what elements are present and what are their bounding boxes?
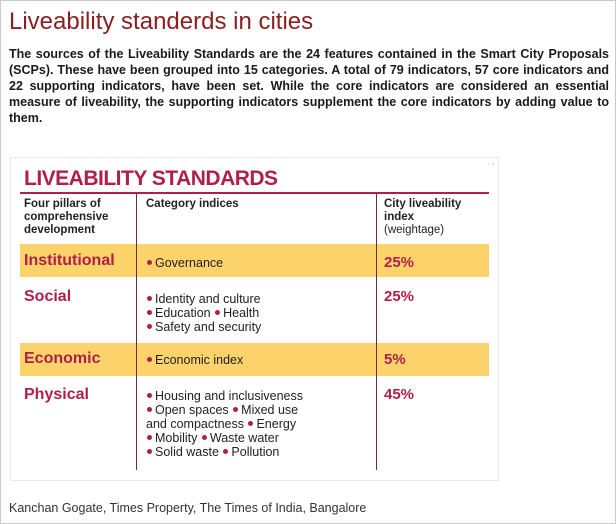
category-item: Safety and security — [155, 320, 262, 334]
category-item: Open spaces — [155, 403, 229, 417]
category-item: Pollution — [231, 445, 280, 459]
header-pillars-line3: development — [24, 224, 95, 236]
figure-title: LIVEABILITY STANDARDS — [24, 167, 278, 190]
liveability-standards-figure: · LIVEABILITY STANDARDS Four pillars of … — [10, 157, 499, 481]
header-weightage: City liveability index (weightage) — [384, 198, 461, 237]
bullet-dot — [248, 421, 254, 427]
item-line: Housing and inclusiveness — [146, 389, 303, 403]
band-institutional — [20, 244, 489, 277]
category-item: and compactness — [146, 417, 244, 431]
items-social: Identity and culture Education Health Sa… — [146, 292, 261, 334]
header-weightage-line2: index — [384, 211, 415, 223]
item-line: Mobility Waste water — [146, 431, 303, 445]
weight-institutional: 25% — [384, 254, 415, 271]
bullet-dot — [147, 435, 152, 441]
category-item: Mobility — [155, 431, 198, 445]
bullet-dot — [147, 310, 152, 316]
item-line: Open spaces Mixed use — [146, 403, 303, 417]
bullet-dot — [233, 407, 239, 413]
header-pillars-line2: comprehensive — [24, 211, 109, 223]
category-item: Waste water — [209, 431, 279, 445]
category-item: Mixed use — [241, 403, 299, 417]
items-economic: Economic index — [146, 353, 243, 367]
header-pillars: Four pillars of comprehensive developmen… — [24, 198, 108, 237]
bullet-dot — [147, 407, 152, 413]
header-category: Category indices — [146, 198, 239, 210]
column-divider-1 — [136, 194, 137, 470]
item-line: Safety and security — [146, 320, 261, 334]
item-line: Education Health — [146, 306, 261, 320]
item-line: Economic index — [146, 353, 243, 367]
item-line: Solid waste Pollution — [146, 445, 303, 459]
header-pillars-line1: Four pillars of — [24, 198, 101, 210]
bullet-dot — [201, 435, 207, 441]
bullet-dot — [147, 393, 152, 399]
category-item: Housing and inclusiveness — [155, 389, 304, 403]
weight-social: 25% — [384, 288, 415, 305]
items-physical: Housing and inclusiveness Open spaces Mi… — [146, 389, 303, 459]
bullet-dot — [147, 296, 152, 302]
category-item: Economic index — [155, 353, 244, 367]
bullet-dot — [147, 449, 152, 455]
item-line: and compactness Energy — [146, 417, 303, 431]
bullet-dot — [147, 324, 152, 330]
pillar-physical: Physical — [24, 386, 89, 403]
band-economic — [20, 343, 489, 376]
intro-paragraph: The sources of the Liveability Standards… — [9, 47, 609, 125]
category-item: Solid waste — [155, 445, 219, 459]
bullet-dot — [215, 310, 221, 316]
items-institutional: Governance — [146, 256, 223, 270]
bullet-dot — [147, 260, 152, 266]
item-line: Governance — [146, 256, 223, 270]
category-item: Energy — [256, 417, 297, 431]
weight-economic: 5% — [384, 351, 406, 368]
header-weightage-line3: (weightage) — [384, 224, 445, 236]
column-divider-2 — [376, 194, 377, 470]
pillar-institutional: Institutional — [24, 252, 115, 269]
bullet-dot — [223, 449, 229, 455]
category-item: Governance — [155, 256, 224, 270]
figure-title-rule — [20, 192, 489, 194]
item-line: Identity and culture — [146, 292, 261, 306]
figure-corner-mark: · — [492, 158, 495, 168]
page-title: Liveability standerds in cities — [9, 8, 314, 35]
weight-physical: 45% — [384, 386, 415, 403]
pillar-social: Social — [24, 288, 72, 305]
category-item: Identity and culture — [155, 292, 261, 306]
category-item: Health — [223, 306, 260, 320]
image-credit-caption: Kanchan Gogate, Times Property, The Time… — [9, 501, 367, 515]
header-weightage-line1: City liveability — [384, 198, 462, 210]
pillar-economic: Economic — [24, 350, 101, 367]
bullet-dot — [147, 357, 152, 363]
category-item: Education — [155, 306, 211, 320]
